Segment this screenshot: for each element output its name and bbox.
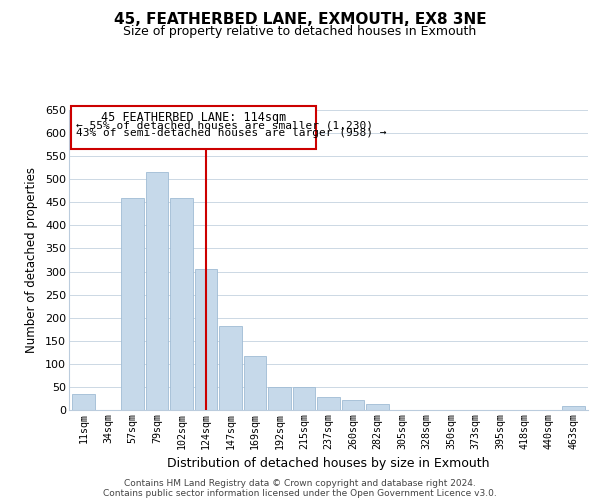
- Text: ← 55% of detached houses are smaller (1,230): ← 55% of detached houses are smaller (1,…: [76, 120, 373, 130]
- Bar: [220, 326, 242, 410]
- Text: Contains HM Land Registry data © Crown copyright and database right 2024.: Contains HM Land Registry data © Crown c…: [124, 478, 476, 488]
- Bar: [73, 394, 95, 410]
- Bar: [170, 198, 193, 410]
- Bar: [342, 400, 364, 410]
- Y-axis label: Number of detached properties: Number of detached properties: [25, 167, 38, 353]
- X-axis label: Distribution of detached houses by size in Exmouth: Distribution of detached houses by size …: [167, 457, 490, 470]
- Text: Contains public sector information licensed under the Open Government Licence v3: Contains public sector information licen…: [103, 488, 497, 498]
- Bar: [317, 397, 340, 410]
- Bar: [562, 406, 584, 410]
- Bar: [146, 172, 169, 410]
- Text: Size of property relative to detached houses in Exmouth: Size of property relative to detached ho…: [124, 25, 476, 38]
- Bar: [195, 269, 217, 410]
- Text: 43% of semi-detached houses are larger (958) →: 43% of semi-detached houses are larger (…: [76, 128, 387, 138]
- Bar: [268, 387, 291, 410]
- Bar: [71, 106, 316, 149]
- Text: 45, FEATHERBED LANE, EXMOUTH, EX8 3NE: 45, FEATHERBED LANE, EXMOUTH, EX8 3NE: [113, 12, 487, 28]
- Text: 45 FEATHERBED LANE: 114sqm: 45 FEATHERBED LANE: 114sqm: [101, 111, 286, 124]
- Bar: [366, 404, 389, 410]
- Bar: [121, 198, 144, 410]
- Bar: [293, 387, 315, 410]
- Bar: [244, 356, 266, 410]
